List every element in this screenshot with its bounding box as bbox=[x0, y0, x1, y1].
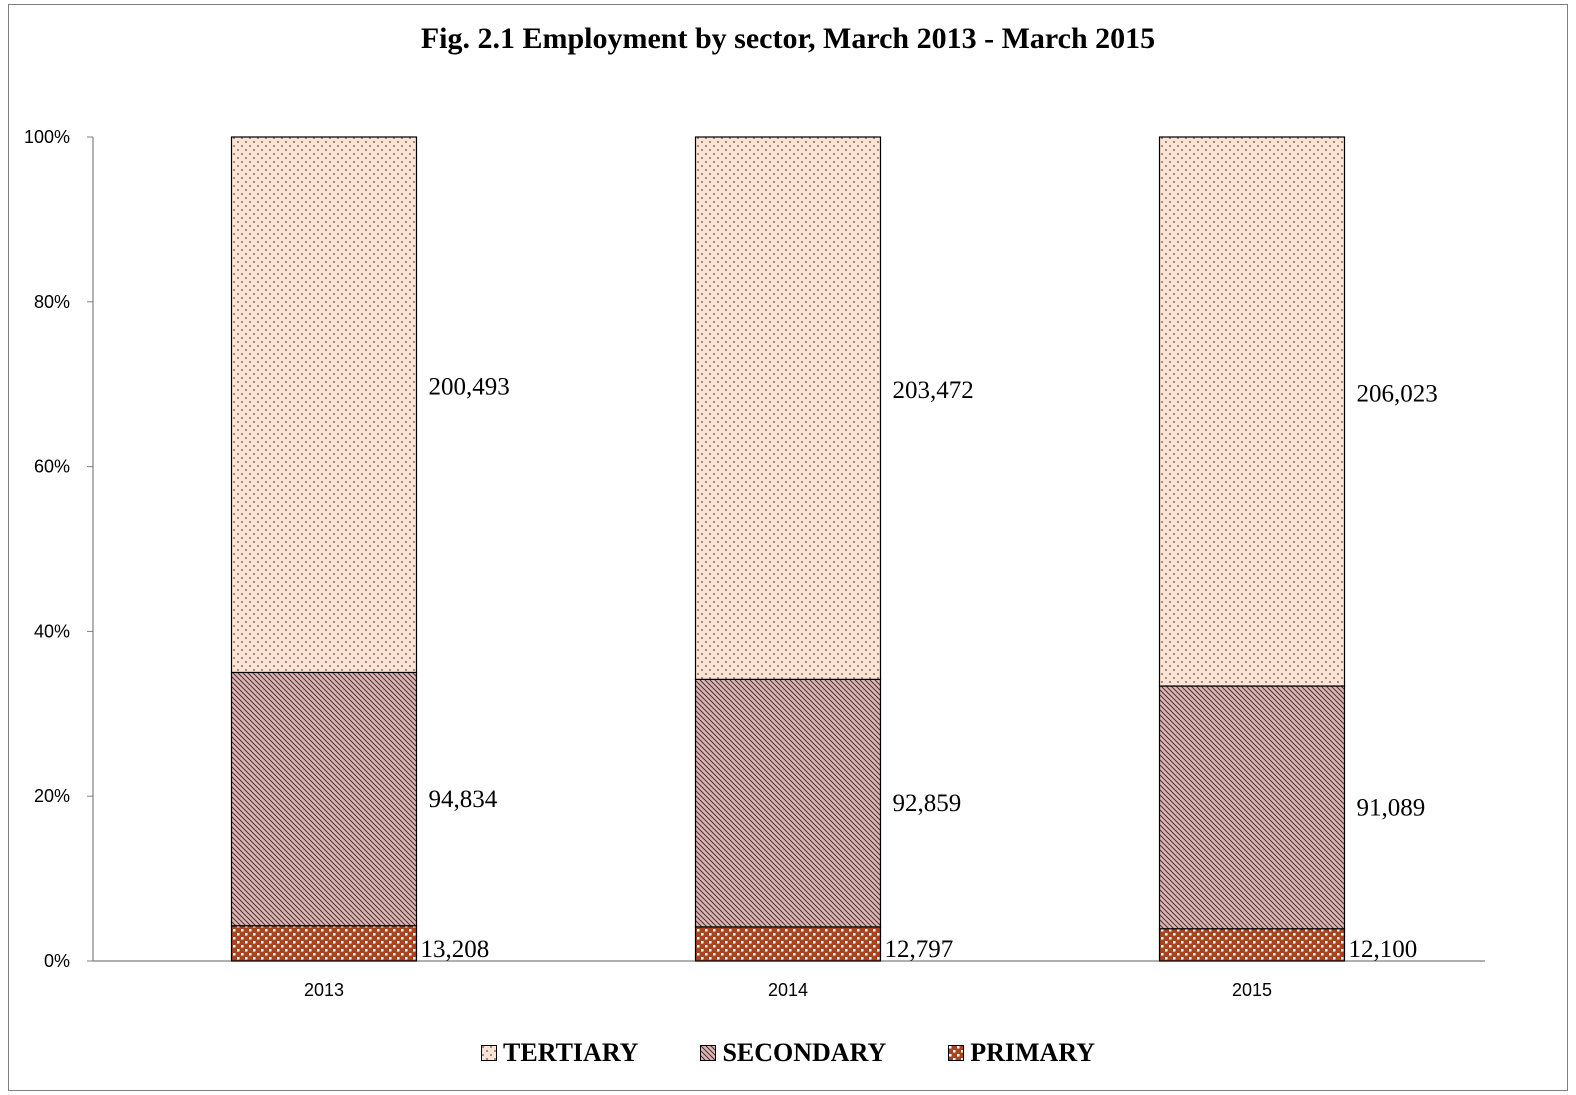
x-tick-label: 2015 bbox=[1232, 980, 1272, 1000]
data-label-secondary-2014: 92,859 bbox=[893, 790, 962, 817]
y-tick-label: 60% bbox=[34, 457, 70, 477]
bar-tertiary-2013 bbox=[230, 136, 418, 674]
data-label-tertiary-2014: 203,472 bbox=[893, 377, 974, 404]
bar-tertiary-2014 bbox=[694, 136, 882, 680]
legend-label-tertiary: TERTIARY bbox=[503, 1038, 639, 1067]
data-label-primary-2015: 12,100 bbox=[1349, 936, 1418, 963]
data-label-tertiary-2013: 200,493 bbox=[429, 374, 510, 401]
bar-primary-2014 bbox=[694, 926, 882, 962]
data-labels: 13,208 94,834 200,493 12,797 92,859 203,472 12… bbox=[421, 374, 1438, 963]
data-label-primary-2014: 12,797 bbox=[885, 936, 954, 963]
bars bbox=[230, 136, 1346, 962]
y-tick-label: 80% bbox=[34, 292, 70, 312]
data-label-secondary-2013: 94,834 bbox=[429, 786, 498, 813]
bar-primary-2015 bbox=[1158, 928, 1346, 962]
x-tick-label: 2014 bbox=[768, 980, 808, 1000]
y-tick-label: 0% bbox=[44, 951, 70, 971]
legend-item-tertiary: TERTIARY bbox=[481, 1038, 638, 1068]
bar-secondary-2014 bbox=[694, 678, 882, 928]
legend: TERTIARY SECONDARY PRIMARY bbox=[0, 1038, 1576, 1068]
legend-item-secondary: SECONDARY bbox=[700, 1038, 886, 1068]
bar-secondary-2013 bbox=[230, 671, 418, 927]
legend-swatch-tertiary bbox=[481, 1045, 498, 1061]
data-label-secondary-2015: 91,089 bbox=[1357, 794, 1426, 821]
y-tick-label: 40% bbox=[34, 621, 70, 641]
bar-secondary-2015 bbox=[1158, 685, 1346, 930]
y-tick-label: 20% bbox=[34, 786, 70, 806]
bar-primary-2013 bbox=[230, 925, 418, 962]
bar-tertiary-2015 bbox=[1158, 136, 1346, 687]
legend-label-secondary: SECONDARY bbox=[722, 1038, 887, 1067]
x-tick-label: 2013 bbox=[304, 980, 344, 1000]
legend-swatch-secondary bbox=[700, 1045, 717, 1061]
chart-title: Fig. 2.1 Employment by sector, March 201… bbox=[420, 22, 1156, 55]
data-label-primary-2013: 13,208 bbox=[421, 936, 490, 963]
data-label-tertiary-2015: 206,023 bbox=[1357, 381, 1438, 408]
legend-label-primary: PRIMARY bbox=[970, 1038, 1095, 1067]
legend-swatch-primary bbox=[948, 1045, 965, 1061]
legend-item-primary: PRIMARY bbox=[948, 1038, 1095, 1068]
y-tick-label: 100% bbox=[24, 127, 70, 147]
